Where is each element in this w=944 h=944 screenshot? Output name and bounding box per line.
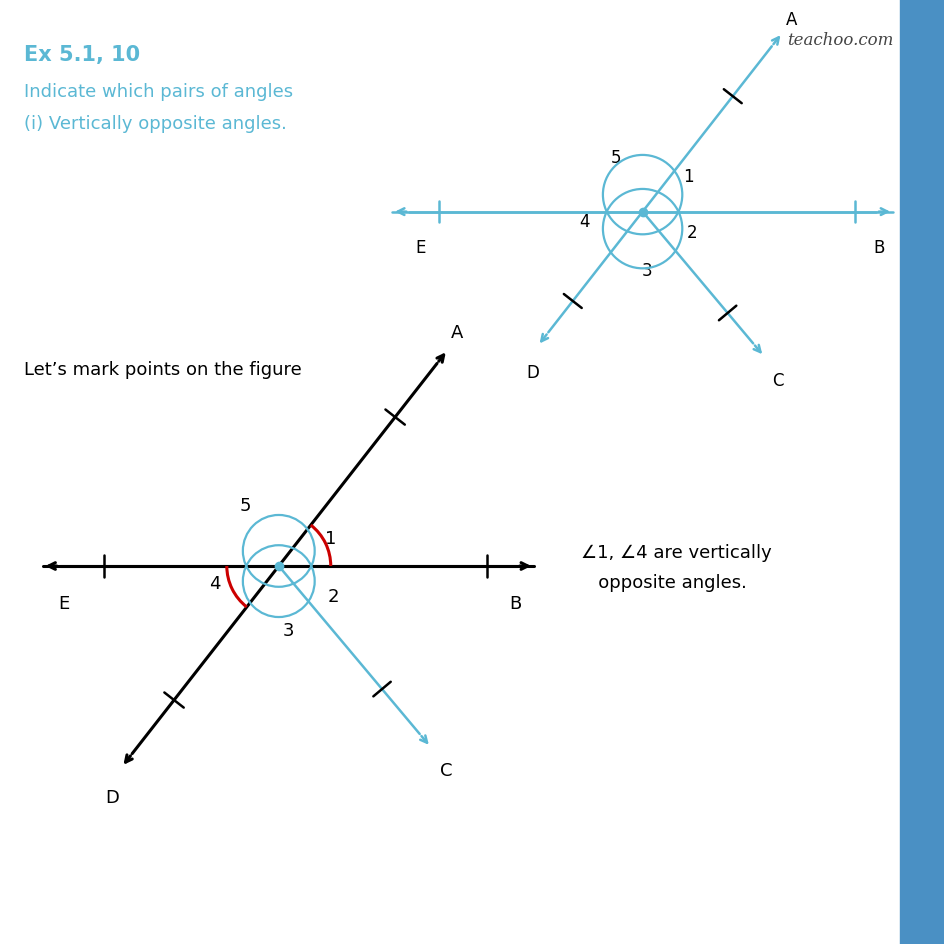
Text: Ex 5.1, 10: Ex 5.1, 10 xyxy=(24,45,140,65)
Text: A: A xyxy=(785,11,797,29)
Text: B: B xyxy=(872,239,884,257)
Text: D: D xyxy=(526,363,539,381)
Text: C: C xyxy=(440,762,452,780)
Text: A: A xyxy=(450,323,463,341)
Text: E: E xyxy=(59,595,70,613)
Text: ∠1, ∠4 are vertically: ∠1, ∠4 are vertically xyxy=(581,543,771,562)
Text: C: C xyxy=(771,371,783,389)
Text: 4: 4 xyxy=(578,212,589,231)
Text: 2: 2 xyxy=(328,587,339,606)
Text: (i) Vertically opposite angles.: (i) Vertically opposite angles. xyxy=(24,115,286,133)
Text: 1: 1 xyxy=(682,167,693,186)
Text: B: B xyxy=(509,595,520,613)
Text: opposite angles.: opposite angles. xyxy=(581,573,747,592)
Text: 2: 2 xyxy=(685,224,697,243)
Text: 5: 5 xyxy=(610,148,621,167)
Text: teachoo.com: teachoo.com xyxy=(785,32,892,49)
Text: D: D xyxy=(105,788,119,806)
Text: E: E xyxy=(415,239,425,257)
Text: 3: 3 xyxy=(282,621,294,640)
Text: 5: 5 xyxy=(240,496,251,514)
Bar xyxy=(899,0,944,944)
Text: Let’s mark points on the figure: Let’s mark points on the figure xyxy=(24,361,301,379)
Text: 3: 3 xyxy=(641,261,652,280)
Text: Indicate which pairs of angles: Indicate which pairs of angles xyxy=(24,83,293,101)
Text: 4: 4 xyxy=(209,574,220,593)
Text: 1: 1 xyxy=(325,529,336,548)
